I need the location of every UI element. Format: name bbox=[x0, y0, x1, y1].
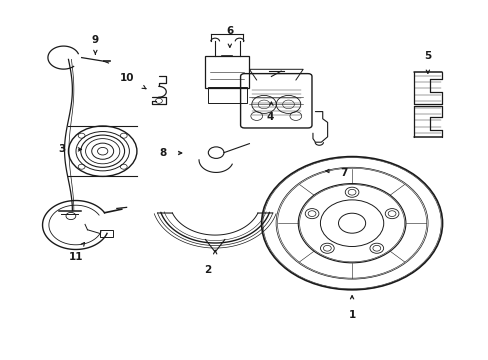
Text: 9: 9 bbox=[92, 35, 99, 45]
Text: 4: 4 bbox=[266, 112, 273, 122]
Text: 7: 7 bbox=[339, 168, 346, 178]
Text: 8: 8 bbox=[159, 148, 166, 158]
Text: 3: 3 bbox=[59, 144, 66, 154]
Bar bbox=[205, 56, 249, 88]
Text: 5: 5 bbox=[424, 51, 430, 61]
Bar bbox=[100, 230, 113, 237]
Text: 1: 1 bbox=[348, 310, 355, 320]
Bar bbox=[207, 87, 246, 103]
Text: 6: 6 bbox=[226, 26, 233, 36]
Text: 2: 2 bbox=[204, 265, 211, 275]
Text: 11: 11 bbox=[68, 252, 83, 262]
Text: 10: 10 bbox=[120, 73, 134, 83]
